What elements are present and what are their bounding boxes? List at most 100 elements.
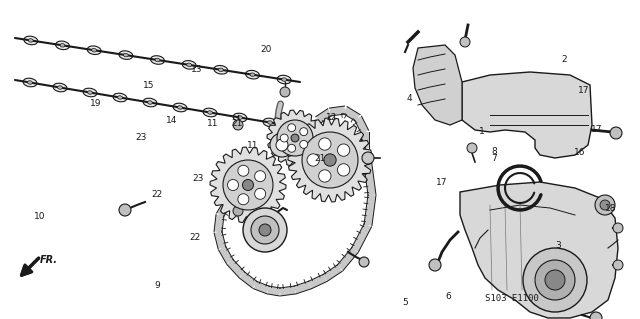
Ellipse shape (60, 44, 65, 47)
Circle shape (535, 260, 575, 300)
Text: 16: 16 (574, 148, 586, 157)
Ellipse shape (28, 39, 33, 42)
Polygon shape (267, 110, 323, 166)
Text: FR.: FR. (40, 255, 58, 264)
Circle shape (337, 144, 349, 156)
Polygon shape (316, 109, 332, 123)
Ellipse shape (187, 63, 191, 67)
Circle shape (291, 134, 299, 142)
Ellipse shape (182, 61, 196, 69)
Circle shape (337, 164, 349, 176)
Circle shape (600, 200, 610, 210)
Text: 23: 23 (135, 133, 147, 142)
Circle shape (288, 144, 296, 152)
Polygon shape (214, 215, 224, 233)
Circle shape (238, 165, 249, 176)
Text: 14: 14 (166, 116, 177, 125)
Circle shape (119, 204, 131, 216)
Text: 21: 21 (231, 119, 243, 128)
Ellipse shape (268, 121, 273, 124)
Circle shape (613, 260, 623, 270)
Text: 18: 18 (605, 204, 617, 213)
Polygon shape (225, 191, 241, 205)
Circle shape (233, 120, 243, 130)
Text: 2: 2 (562, 55, 567, 63)
Text: S103 E1100: S103 E1100 (485, 294, 539, 303)
Circle shape (243, 180, 253, 190)
Ellipse shape (207, 111, 212, 114)
Circle shape (280, 87, 290, 97)
Ellipse shape (92, 48, 97, 52)
Circle shape (300, 128, 308, 136)
Ellipse shape (118, 96, 122, 99)
Circle shape (595, 195, 615, 215)
Text: 3: 3 (556, 241, 561, 250)
Ellipse shape (88, 91, 92, 94)
Ellipse shape (119, 51, 132, 59)
Ellipse shape (250, 73, 255, 77)
Polygon shape (237, 186, 250, 198)
Text: 11: 11 (247, 141, 259, 150)
Polygon shape (337, 248, 358, 271)
Circle shape (234, 193, 242, 201)
Circle shape (359, 257, 369, 267)
Ellipse shape (83, 88, 97, 97)
Ellipse shape (233, 113, 247, 122)
Ellipse shape (177, 106, 182, 109)
Polygon shape (364, 165, 376, 196)
Ellipse shape (87, 46, 101, 55)
Circle shape (362, 152, 374, 164)
Circle shape (280, 134, 288, 142)
Circle shape (243, 208, 287, 252)
Circle shape (613, 223, 623, 233)
Ellipse shape (237, 116, 243, 119)
Text: 12: 12 (326, 113, 337, 122)
Text: 20: 20 (260, 45, 272, 54)
Circle shape (277, 120, 313, 156)
Ellipse shape (282, 78, 287, 81)
Ellipse shape (58, 86, 63, 89)
Ellipse shape (113, 93, 127, 102)
Ellipse shape (246, 70, 259, 79)
Circle shape (227, 180, 239, 190)
Polygon shape (323, 265, 342, 281)
Circle shape (255, 171, 266, 182)
Text: 15: 15 (143, 81, 155, 90)
Circle shape (429, 259, 441, 271)
Circle shape (307, 154, 319, 166)
Circle shape (233, 206, 243, 216)
Polygon shape (216, 200, 232, 217)
Polygon shape (343, 107, 360, 122)
Polygon shape (210, 147, 286, 223)
Text: 11: 11 (207, 119, 219, 128)
Polygon shape (218, 246, 234, 264)
Polygon shape (294, 281, 311, 294)
Text: 7: 7 (492, 154, 497, 163)
Circle shape (270, 133, 294, 157)
Text: 17: 17 (591, 125, 602, 134)
Polygon shape (364, 195, 376, 226)
Polygon shape (355, 138, 372, 167)
Text: 17: 17 (436, 178, 447, 187)
Polygon shape (239, 272, 257, 288)
Ellipse shape (23, 78, 37, 87)
Ellipse shape (203, 108, 217, 117)
Ellipse shape (155, 58, 160, 62)
Circle shape (276, 139, 288, 151)
Circle shape (467, 143, 477, 153)
Polygon shape (268, 286, 281, 296)
Polygon shape (288, 118, 372, 202)
Polygon shape (351, 223, 372, 252)
Circle shape (523, 248, 587, 312)
Ellipse shape (214, 65, 228, 74)
Circle shape (590, 312, 602, 319)
Text: 22: 22 (189, 233, 201, 242)
Ellipse shape (218, 68, 223, 71)
Polygon shape (308, 274, 326, 289)
Text: 23: 23 (193, 174, 204, 183)
Ellipse shape (56, 41, 70, 50)
Polygon shape (214, 231, 226, 249)
Ellipse shape (173, 103, 187, 112)
Ellipse shape (148, 101, 152, 104)
Ellipse shape (28, 81, 33, 84)
